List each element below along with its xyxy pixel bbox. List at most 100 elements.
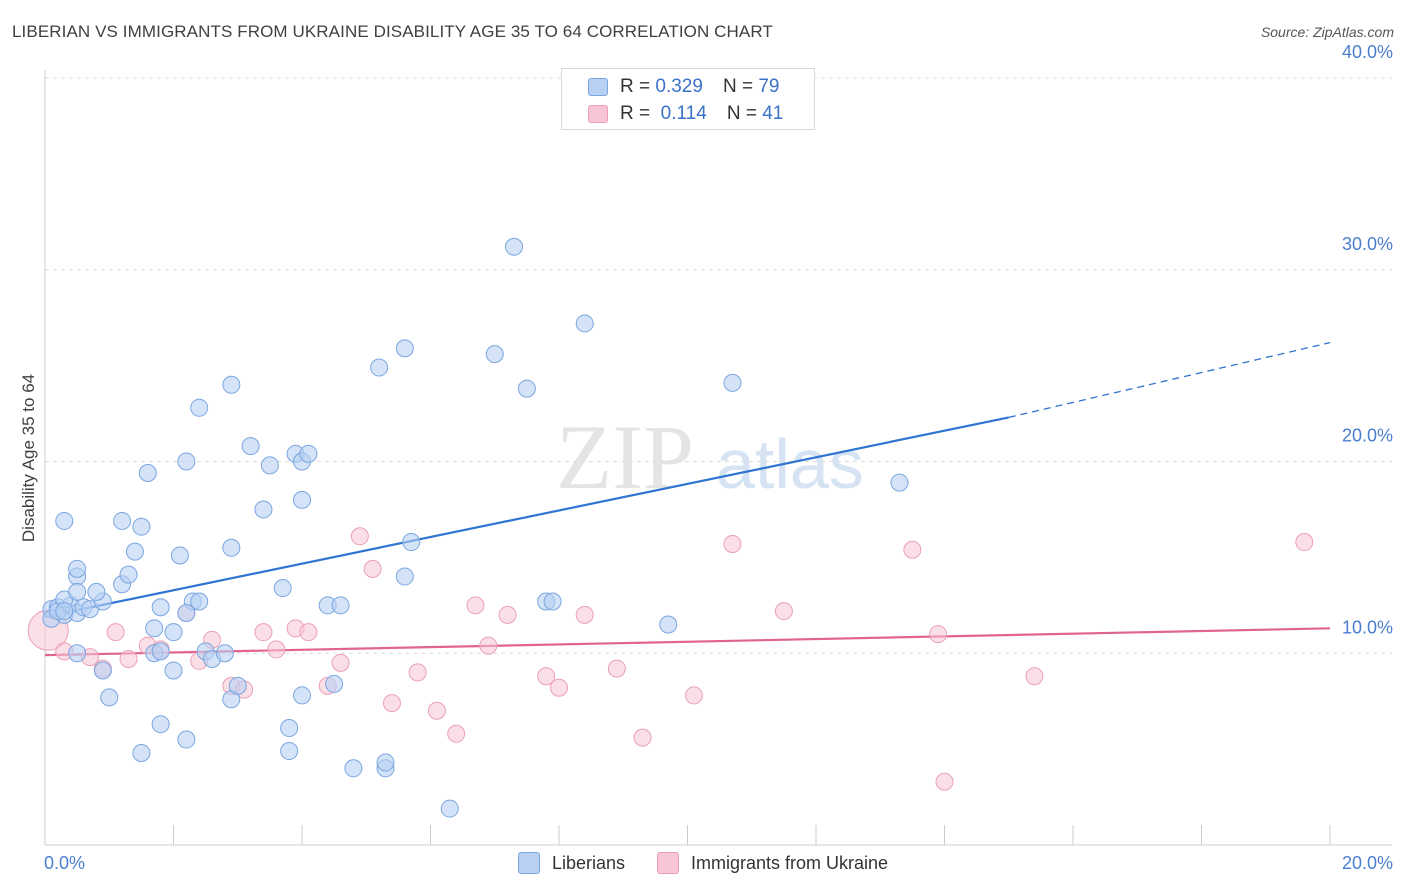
- y-tick-label: 20.0%: [1342, 426, 1393, 446]
- ukraine-point: [607, 659, 626, 678]
- liberian-point: [293, 490, 311, 509]
- ukraine-point: [267, 640, 286, 659]
- liberian-point: [543, 592, 562, 611]
- legend-r-value: 0.329: [655, 76, 703, 97]
- ukraine-point: [498, 605, 517, 624]
- ukraine-point: [350, 527, 369, 546]
- grid-lines: [45, 77, 1392, 654]
- trend-line-liberians: [44, 416, 1009, 618]
- liberian-point: [138, 464, 157, 483]
- liberian-point: [485, 345, 504, 364]
- ukraine-point: [723, 534, 742, 553]
- x-tick-label: 0.0%: [44, 853, 85, 873]
- ukraine-point: [119, 650, 138, 669]
- y-tick-label: 10.0%: [1342, 617, 1393, 637]
- trend-line-liberians-extension: [1008, 341, 1331, 419]
- liberian-point: [402, 533, 421, 552]
- ukraine-point: [575, 605, 594, 624]
- series-legend: Liberians Immigrants from Ukraine: [0, 852, 1406, 874]
- liberian-point: [331, 596, 350, 615]
- ukraine-point: [903, 540, 922, 559]
- ukraine-point: [929, 625, 948, 644]
- liberian-point: [260, 456, 279, 475]
- liberian-point: [376, 753, 395, 772]
- legend-r-value: 0.114: [660, 103, 707, 124]
- ukraine-point: [106, 623, 125, 642]
- ukraine-point: [774, 602, 793, 621]
- liberian-point: [215, 644, 234, 663]
- x-tick-label: 20.0%: [1342, 853, 1393, 873]
- legend-r-label: R =: [620, 76, 651, 97]
- liberian-point: [395, 339, 414, 358]
- liberian-point: [293, 686, 311, 705]
- legend-row-liberians: R = 0.329 N = 79: [588, 75, 779, 99]
- legend-row-ukraine: R = 0.114 N = 41: [588, 102, 783, 126]
- liberian-point: [273, 579, 292, 598]
- liberian-point: [151, 642, 170, 661]
- liberian-point: [177, 730, 196, 749]
- liberian-point: [93, 661, 112, 680]
- legend-swatch-pink: [588, 105, 608, 123]
- liberian-point: [132, 517, 151, 536]
- liberian-point: [55, 602, 74, 621]
- axes: [44, 70, 1392, 846]
- liberian-point: [132, 743, 151, 762]
- liberian-point: [68, 644, 87, 663]
- liberian-point: [222, 538, 241, 557]
- ukraine-point: [550, 678, 568, 697]
- legend-n-value: 41: [762, 103, 784, 124]
- watermark-zip: ZIP: [556, 406, 694, 508]
- source-label: Source: ZipAtlas.com: [1260, 24, 1394, 40]
- ukraine-point: [479, 636, 498, 655]
- tick-labels: 10.0% 20.0% 30.0% 40.0% 0.0% 20.0%: [44, 42, 1393, 873]
- ukraine-point: [408, 663, 427, 682]
- ukraine-point: [684, 686, 703, 705]
- y-tick-label: 40.0%: [1342, 42, 1393, 62]
- liberian-points: [42, 237, 909, 818]
- legend-item-ukraine: Immigrants from Ukraine: [657, 852, 888, 874]
- legend-swatch-blue: [588, 78, 608, 96]
- liberian-point: [659, 615, 678, 634]
- liberian-point: [125, 542, 144, 561]
- liberian-point: [113, 511, 132, 530]
- liberian-point: [505, 237, 524, 256]
- liberian-point: [325, 674, 344, 693]
- legend-n-label: N =: [722, 76, 754, 97]
- legend-n-value: 79: [758, 76, 780, 97]
- liberian-point: [190, 398, 209, 417]
- ukraine-point: [447, 724, 466, 743]
- liberian-point: [119, 565, 138, 584]
- ukraine-point: [427, 701, 446, 720]
- legend-swatch-liberians: [517, 852, 540, 874]
- liberian-point: [100, 688, 119, 707]
- trend-line-ukraine: [44, 627, 1331, 657]
- liberian-point: [299, 444, 318, 463]
- ukraine-point: [537, 667, 556, 686]
- y-tick-label: 30.0%: [1342, 234, 1393, 254]
- ukraine-point: [633, 728, 652, 747]
- liberian-point: [177, 603, 196, 622]
- liberian-point: [395, 567, 414, 586]
- ukraine-point: [331, 653, 350, 672]
- y-axis-label: Disability Age 35 to 64: [19, 374, 38, 542]
- liberian-point: [254, 500, 273, 519]
- liberian-point: [151, 715, 170, 734]
- liberian-point: [68, 559, 87, 578]
- liberian-point: [228, 676, 247, 695]
- watermark-atlas: atlas: [716, 425, 864, 503]
- liberian-point: [517, 379, 536, 398]
- liberian-point: [177, 452, 196, 471]
- legend-label-ukraine: Immigrants from Ukraine: [691, 852, 889, 873]
- liberian-point: [440, 799, 459, 818]
- ukraine-point: [466, 596, 485, 615]
- liberian-point: [55, 511, 74, 530]
- liberian-point: [241, 437, 260, 456]
- legend-r-label: R =: [620, 103, 651, 124]
- chart-title: LIBERIAN VS IMMIGRANTS FROM UKRAINE DISA…: [12, 22, 773, 41]
- ukraine-point: [254, 623, 273, 642]
- liberian-point: [170, 546, 189, 565]
- liberian-point: [190, 592, 209, 611]
- liberian-point: [890, 473, 909, 492]
- liberian-point: [164, 623, 183, 642]
- liberian-point: [151, 598, 170, 617]
